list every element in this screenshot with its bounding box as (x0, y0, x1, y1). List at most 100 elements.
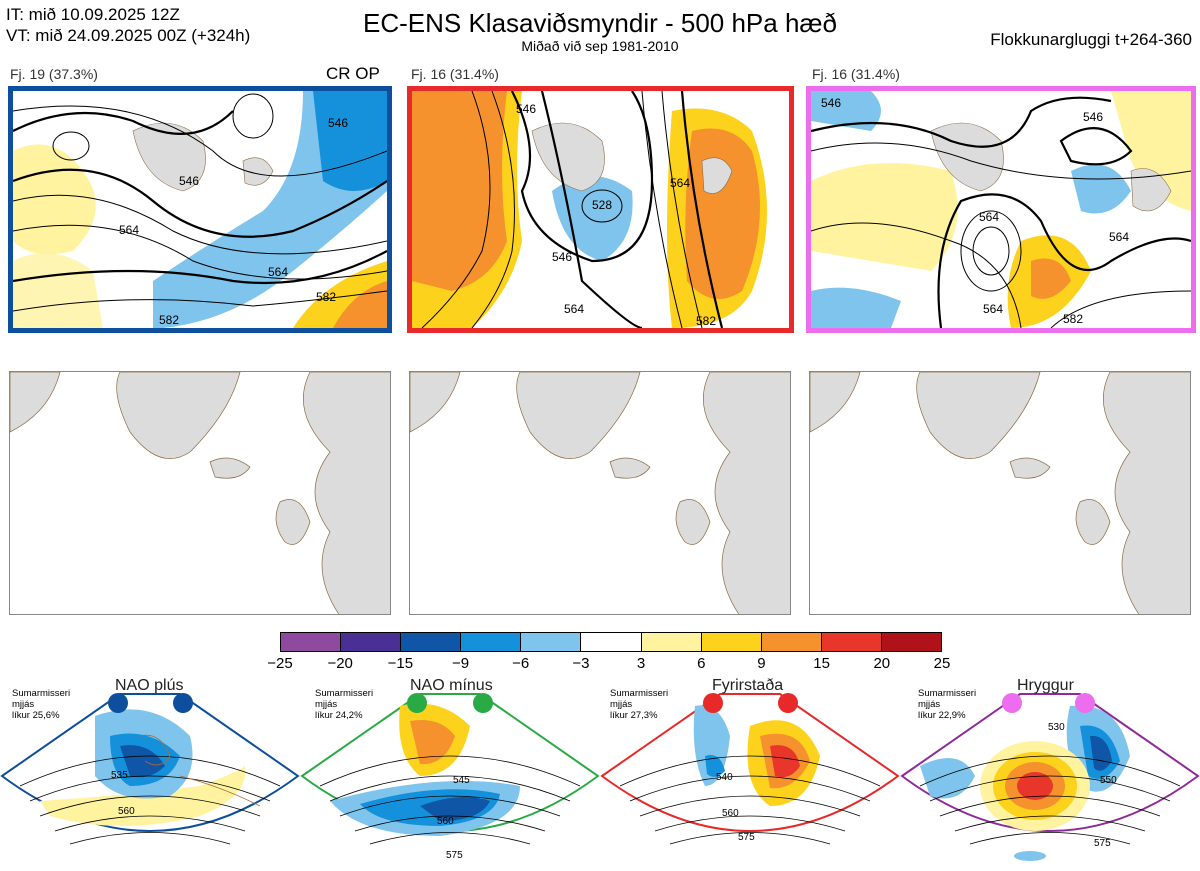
panel-3-contour-label: 564 (1109, 230, 1129, 244)
colorbar-swatch (821, 633, 882, 651)
panel-3-contour-label: 546 (1083, 110, 1103, 124)
regime-3-contour-label: 540 (716, 772, 733, 783)
regime-blocking-map (600, 693, 900, 845)
regime-ridge-map (900, 693, 1200, 861)
base-map-1-graphic (10, 372, 390, 614)
colorbar-swatch (581, 633, 642, 651)
colorbar-swatch (701, 633, 762, 651)
panel-2-contour-label: 546 (552, 250, 572, 264)
panel-3-contour-label: 582 (1063, 312, 1083, 326)
colorbar-tick-label: −6 (512, 655, 530, 672)
panel-3-label: Fj. 16 (31.4%) (812, 66, 900, 82)
cluster-map-2[interactable]: 546 528 546 564 564 582 (407, 86, 794, 333)
valid-time: VT: mið 24.09.2025 00Z (+324h) (6, 26, 251, 45)
panel-2-contour-label: 564 (564, 302, 584, 316)
colorbar-tick-label: 25 (933, 655, 951, 672)
regime-3-dot-2 (778, 693, 798, 713)
base-map-3 (809, 371, 1191, 615)
colorbar-tick-label: 3 (636, 655, 646, 672)
panel-1-contour-label: 564 (268, 265, 288, 279)
panel-1-contour-label: 582 (316, 290, 336, 304)
colorbar-tick-label: −25 (267, 655, 293, 672)
base-map-1 (9, 371, 391, 615)
regime-2-probability: líkur 24,2% (315, 710, 363, 721)
colorbar-swatch (461, 633, 522, 651)
page-subtitle: Miðað við sep 1981-2010 (521, 38, 679, 54)
cluster-map-1[interactable]: 546 546 564 564 582 582 (8, 86, 392, 333)
regime-4-season: Sumarmisseri (918, 688, 977, 699)
regime-2-dot-2 (473, 693, 493, 713)
panel-3-contour-label: 564 (983, 302, 1003, 316)
panel-1-label: Fj. 19 (37.3%) (10, 66, 98, 82)
colorbar-tick-label: 20 (873, 655, 891, 672)
panel-1-contour-label: 546 (179, 174, 199, 188)
regime-2-title: NAO mínus (410, 677, 493, 694)
regime-1-dot-1 (108, 693, 128, 713)
regime-4-months: mjjás (918, 699, 941, 710)
regime-1-title: NAO plús (115, 677, 184, 694)
regime-1-dot-2 (173, 693, 193, 713)
colorbar-tick-label: −20 (327, 655, 353, 672)
regime-3-dot-1 (703, 693, 723, 713)
initial-time: IT: mið 10.09.2025 12Z (6, 5, 180, 24)
colorbar-swatch (881, 633, 942, 651)
panel-3-contour-label: 564 (979, 210, 999, 224)
regime-3-contour-label: 575 (738, 832, 755, 843)
base-map-2 (409, 371, 791, 615)
classification-window: Flokkunargluggi t+264-360 (990, 30, 1192, 49)
regime-2-months: mjjás (315, 699, 338, 710)
colorbar-tick-label: −9 (451, 655, 470, 672)
colorbar-swatch (281, 633, 342, 651)
colorbar-swatch (641, 633, 702, 651)
panel-2-label: Fj. 16 (31.4%) (411, 66, 499, 82)
panel-1-contour-label: 546 (328, 116, 348, 130)
regime-nao-plus-map (0, 693, 300, 845)
regime-2-dot-1 (407, 693, 427, 713)
panel-1-contour-label: 564 (119, 223, 139, 237)
regime-3-title: Fyrirstaða (712, 677, 784, 694)
regime-4-title: Hryggur (1017, 677, 1074, 694)
panel-2-contour-label: 564 (670, 176, 690, 190)
cluster-map-2-graphic: 546 528 546 564 564 582 (412, 91, 789, 328)
colorbar-swatch (341, 633, 402, 651)
base-map-3-graphic (810, 372, 1190, 614)
regime-strip-graphic: 535 560 545 560 575 540 560 575 530 550 … (0, 693, 1200, 861)
panel-2-contour-label: 546 (516, 102, 536, 116)
page-title: EC-ENS Klasaviðsmyndir - 500 hPa hæð (363, 8, 837, 38)
regime-2-contour-label: 545 (453, 775, 470, 786)
colorbar-tick-label: 6 (697, 655, 706, 672)
regime-1-contour-label: 535 (111, 770, 128, 781)
regime-2-contour-label: 560 (437, 816, 454, 827)
cluster-map-3[interactable]: 546 546 564 564 564 582 (806, 86, 1196, 333)
regime-1-probability: líkur 25,6% (12, 710, 60, 721)
regime-3-season: Sumarmisseri (610, 688, 669, 699)
regime-1-season: Sumarmisseri (12, 688, 71, 699)
panel-1-tag: CR OP (326, 64, 380, 83)
header-info: IT: mið 10.09.2025 12Z VT: mið 24.09.202… (6, 4, 250, 46)
panel-2-contour-label: 528 (592, 198, 612, 212)
panel-1-contour-label: 582 (159, 313, 179, 327)
colorbar-swatch (761, 633, 822, 651)
colorbar-tick-label: −3 (572, 655, 590, 672)
regime-2-season: Sumarmisseri (315, 688, 374, 699)
regime-4-probability: líkur 22,9% (918, 710, 966, 721)
panel-2-contour-label: 582 (696, 314, 716, 328)
regime-1-note: Sumarmisseri mjjás líkur 25,6% (12, 688, 70, 721)
regime-strip: 535 560 545 560 575 540 560 575 530 550 … (0, 676, 1200, 871)
regime-4-contour-label: 550 (1100, 775, 1117, 786)
regime-4-contour-label: 575 (1094, 838, 1111, 849)
regime-nao-minus-map (300, 693, 600, 845)
cluster-map-3-graphic: 546 546 564 564 564 582 (811, 91, 1191, 328)
base-map-2-graphic (410, 372, 790, 614)
regime-1-months: mjjás (12, 699, 35, 710)
colorbar-tick-label: −15 (387, 655, 414, 672)
regime-1-contour-label: 560 (118, 806, 135, 817)
colorbar-swatch (401, 633, 462, 651)
regime-3-contour-label: 560 (722, 808, 739, 819)
regime-2-contour-label: 575 (446, 850, 463, 861)
regime-3-probability: líkur 27,3% (610, 710, 658, 721)
regime-2-note: Sumarmisseri mjjás líkur 24,2% (315, 688, 373, 721)
regime-4-note: Sumarmisseri mjjás líkur 22,9% (918, 688, 976, 721)
colorbar-ticks: −25 −20 −15 −9 −6 −3 3 6 9 15 20 25 (267, 655, 950, 675)
colorbar-swatch (521, 633, 582, 651)
